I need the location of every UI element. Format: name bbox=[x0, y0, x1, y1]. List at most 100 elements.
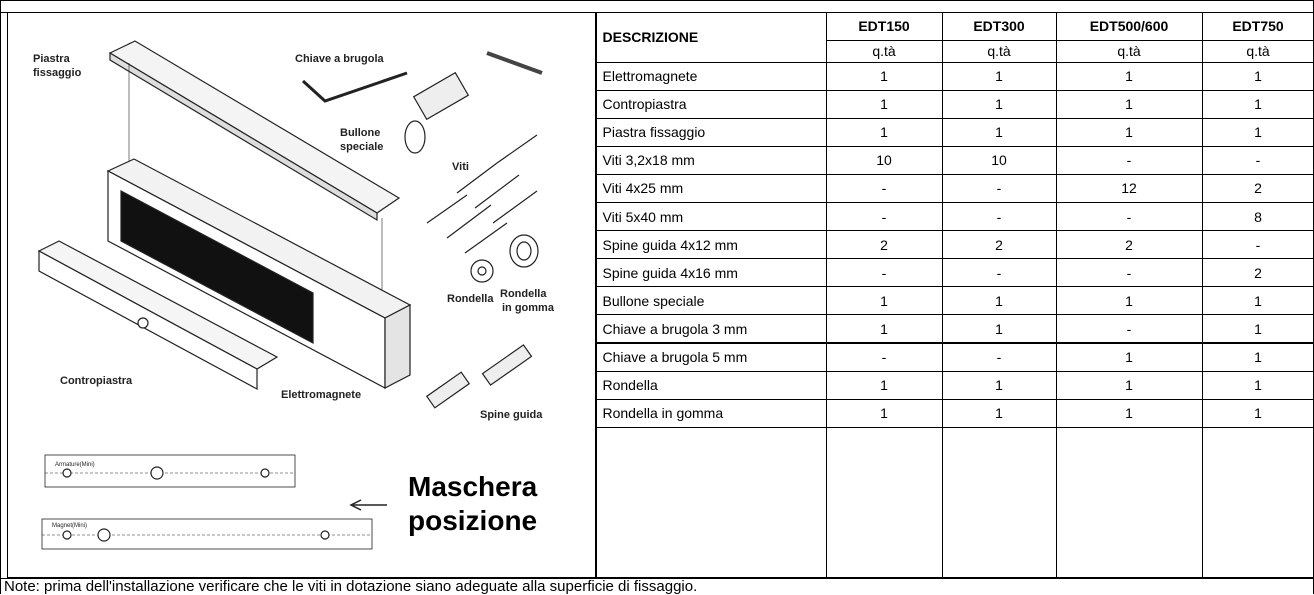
qty-cell: 2 bbox=[941, 230, 1057, 260]
mask-hole bbox=[62, 530, 72, 540]
washer-inner bbox=[477, 266, 487, 276]
label-line: Magnet(Mini) bbox=[52, 523, 88, 529]
qty-cell: 1 bbox=[825, 286, 943, 316]
header-unit: q.tà bbox=[1201, 39, 1314, 63]
header-unit: q.tà bbox=[1055, 39, 1203, 63]
screws bbox=[426, 134, 538, 254]
header-model: EDT500/600 bbox=[1055, 11, 1203, 41]
qty-cell: 1 bbox=[1055, 370, 1203, 400]
item-cell: Rondella in gomma bbox=[595, 398, 827, 428]
allen-key bbox=[301, 71, 408, 103]
qty-cell: 2 bbox=[1055, 230, 1203, 260]
mask-armature bbox=[44, 454, 296, 488]
label-line: Bullone bbox=[340, 127, 381, 139]
qty-cell: 8 bbox=[1201, 202, 1314, 232]
qty-cell: 1 bbox=[825, 398, 943, 428]
qty-cell: 1 bbox=[1201, 286, 1314, 316]
item-cell: Chiave a brugola 3 mm bbox=[595, 314, 827, 344]
qty-cell: - bbox=[1201, 145, 1314, 175]
qty-cell: 12 bbox=[1055, 173, 1203, 203]
qty-cell: 1 bbox=[825, 314, 943, 344]
item-cell: Bullone speciale bbox=[595, 286, 827, 316]
bottom-rule bbox=[0, 578, 1314, 579]
qty-cell: 1 bbox=[1055, 286, 1203, 316]
plate-side bbox=[109, 51, 378, 222]
qty-cell: - bbox=[1055, 145, 1203, 175]
qty-cell: 1 bbox=[1201, 370, 1314, 400]
empty-cell bbox=[1055, 426, 1203, 579]
qty-cell: 1 bbox=[1055, 117, 1203, 147]
magnet-core bbox=[120, 190, 314, 344]
qty-cell: - bbox=[1055, 258, 1203, 288]
qty-cell: - bbox=[941, 258, 1057, 288]
label-line: in gomma bbox=[502, 302, 554, 314]
item-cell: Viti 4x25 mm bbox=[595, 173, 827, 203]
qty-cell: 1 bbox=[1201, 61, 1314, 91]
label-line: speciale bbox=[340, 141, 384, 153]
qty-cell: - bbox=[825, 342, 943, 372]
qty-cell: 1 bbox=[1201, 117, 1314, 147]
qty-cell: - bbox=[941, 202, 1057, 232]
qty-cell: 10 bbox=[941, 145, 1057, 175]
label-line: Rondella bbox=[447, 293, 494, 305]
drawing-label: Chiave a brugola bbox=[295, 52, 384, 66]
qty-cell: 1 bbox=[941, 61, 1057, 91]
armature-front bbox=[38, 249, 258, 391]
pin bbox=[425, 371, 471, 409]
rubber-washer-inner bbox=[516, 241, 532, 261]
pin bbox=[481, 344, 533, 386]
qty-cell: 1 bbox=[941, 286, 1057, 316]
item-cell: Spine guida 4x16 mm bbox=[595, 258, 827, 288]
qty-cell: 1 bbox=[1201, 314, 1314, 344]
drawing-label: Piastra fissaggio bbox=[33, 52, 81, 80]
qty-cell: 1 bbox=[941, 89, 1057, 119]
header-unit: q.tà bbox=[941, 39, 1057, 63]
qty-cell: - bbox=[941, 342, 1057, 372]
empty-cell bbox=[1201, 426, 1314, 579]
mask-hole bbox=[97, 528, 111, 542]
qty-cell: - bbox=[941, 173, 1057, 203]
qty-cell: 10 bbox=[825, 145, 943, 175]
drawing-label: Magnet(Mini) bbox=[52, 523, 87, 530]
qty-cell: 1 bbox=[825, 61, 943, 91]
qty-cell: 1 bbox=[1201, 89, 1314, 119]
empty-cell bbox=[825, 426, 943, 579]
drawing-label: Maschera posizione bbox=[408, 470, 537, 538]
mask-hole bbox=[150, 466, 164, 480]
item-cell: Viti 5x40 mm bbox=[595, 202, 827, 232]
label-line: posizione bbox=[408, 505, 538, 536]
drawing-label: Viti bbox=[452, 160, 469, 174]
note: Note: prima dell'installazione verificar… bbox=[4, 578, 698, 595]
qty-cell: 2 bbox=[1201, 258, 1314, 288]
mask-hole bbox=[62, 468, 72, 478]
qty-cell: - bbox=[1201, 230, 1314, 260]
header-description: DESCRIZIONE bbox=[595, 11, 827, 63]
qty-cell: 1 bbox=[1055, 342, 1203, 372]
empty-cell bbox=[595, 426, 827, 579]
qty-cell: - bbox=[825, 173, 943, 203]
item-cell: Chiave a brugola 5 mm bbox=[595, 342, 827, 372]
label-line: Armature(Mini) bbox=[55, 462, 95, 468]
header-model: EDT750 bbox=[1201, 11, 1314, 41]
qty-cell: 1 bbox=[941, 117, 1057, 147]
hole bbox=[137, 317, 149, 329]
bolt-body bbox=[412, 71, 470, 121]
qty-cell: 1 bbox=[1055, 61, 1203, 91]
qty-cell: - bbox=[1055, 314, 1203, 344]
qty-cell: 1 bbox=[941, 314, 1057, 344]
qty-cell: - bbox=[825, 258, 943, 288]
qty-cell: 2 bbox=[1201, 173, 1314, 203]
label-line: Viti bbox=[452, 161, 469, 173]
qty-cell: 1 bbox=[1201, 342, 1314, 372]
label-line: Chiave a brugola bbox=[295, 53, 384, 65]
item-cell: Contropiastra bbox=[595, 89, 827, 119]
label-line: Spine guida bbox=[480, 409, 543, 421]
mask-hole bbox=[320, 530, 330, 540]
drawing-label: Armature(Mini) bbox=[55, 462, 95, 469]
qty-cell: 1 bbox=[941, 398, 1057, 428]
drawing-label: Contropiastra bbox=[60, 374, 132, 388]
label-line: Rondella bbox=[500, 288, 547, 300]
label-line: Elettromagnete bbox=[281, 389, 362, 401]
item-cell: Viti 3,2x18 mm bbox=[595, 145, 827, 175]
